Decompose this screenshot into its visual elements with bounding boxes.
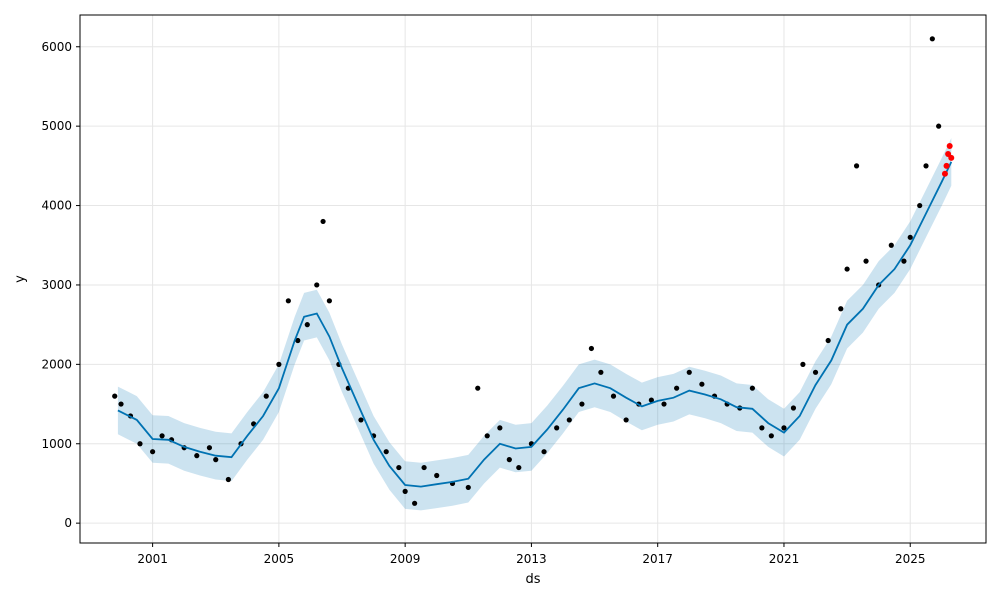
y-tick-label: 4000 (41, 199, 72, 213)
x-axis-label: ds (525, 572, 540, 587)
y-axis: 0 1000 2000 3000 4000 5000 6000 (41, 40, 80, 530)
y-tick-label: 3000 (41, 278, 72, 292)
observed-point (150, 449, 156, 455)
y-tick-label: 1000 (41, 437, 72, 451)
grid-lines (80, 15, 986, 543)
observed-point (566, 417, 572, 423)
uncertainty-band (117, 138, 952, 511)
observed-point (465, 484, 471, 491)
x-tick-label: 2025 (895, 552, 926, 566)
plot-frame (79, 14, 987, 544)
observed-point (506, 457, 512, 463)
x-axis: 2001 2005 2009 2013 2017 2021 2025 (137, 543, 926, 566)
observed-points (112, 36, 942, 506)
observed-point (276, 361, 282, 367)
observed-point (358, 417, 364, 423)
observed-point (686, 369, 692, 375)
observed-point (402, 488, 408, 494)
highlight-point (948, 154, 955, 161)
observed-point (206, 445, 213, 451)
observed-point (800, 361, 806, 367)
observed-point (661, 401, 667, 407)
y-tick-label: 6000 (41, 40, 72, 54)
observed-point (213, 457, 219, 463)
observed-point (838, 306, 844, 312)
y-tick-label: 2000 (41, 357, 72, 371)
observed-point (383, 449, 389, 455)
observed-point (285, 298, 291, 304)
observed-point (421, 464, 427, 471)
observed-point (699, 381, 705, 387)
x-tick-label: 2021 (769, 552, 800, 566)
observed-point (541, 449, 547, 455)
observed-point (888, 242, 894, 248)
highlight-points (941, 143, 955, 177)
observed-point (907, 234, 913, 240)
observed-point (326, 298, 332, 304)
observed-point (304, 322, 310, 328)
observed-point (759, 425, 765, 431)
observed-point (674, 385, 680, 391)
observed-point (159, 433, 165, 439)
observed-point (137, 441, 143, 447)
observed-point (768, 433, 774, 439)
observed-point (790, 405, 797, 411)
observed-point (844, 266, 850, 272)
observed-point (434, 472, 440, 479)
forecast-line (117, 161, 953, 488)
observed-point (929, 36, 935, 42)
observed-point (648, 397, 654, 403)
highlight-point (943, 162, 950, 169)
observed-point (225, 476, 231, 483)
highlight-point (946, 143, 953, 150)
observed-point (396, 464, 402, 471)
x-tick-label: 2009 (390, 552, 421, 566)
observed-point (923, 163, 929, 169)
x-tick-label: 2005 (264, 552, 295, 566)
observed-point (320, 218, 326, 225)
y-axis-label: y (13, 275, 28, 283)
observed-point (475, 385, 481, 391)
observed-point (554, 425, 560, 431)
observed-point (863, 258, 869, 264)
x-tick-label: 2001 (137, 552, 168, 566)
observed-point (118, 401, 124, 407)
observed-point (412, 500, 418, 506)
observed-point (749, 385, 755, 391)
observed-point (623, 417, 629, 423)
observed-point (588, 345, 595, 352)
x-tick-label: 2017 (642, 552, 673, 566)
observed-point (598, 369, 604, 375)
x-tick-label: 2013 (516, 552, 547, 566)
observed-point (917, 202, 923, 209)
highlight-point (941, 170, 948, 177)
y-tick-label: 0 (64, 516, 72, 530)
y-tick-label: 5000 (41, 119, 72, 133)
observed-point (516, 464, 522, 471)
observed-point (263, 393, 269, 399)
observed-point (781, 425, 787, 431)
observed-point (825, 337, 831, 344)
observed-point (853, 163, 860, 169)
observed-point (295, 337, 301, 344)
observed-point (194, 453, 200, 459)
observed-point (936, 123, 942, 129)
uncertainty-band-area (117, 138, 952, 511)
observed-point (812, 369, 819, 375)
observed-point (901, 258, 907, 264)
observed-point (112, 393, 118, 399)
observed-point (497, 425, 503, 431)
observed-point (314, 282, 320, 288)
observed-point (579, 401, 585, 407)
observed-point (484, 433, 490, 439)
forecast-line-path (117, 161, 953, 488)
observed-point (610, 393, 617, 399)
